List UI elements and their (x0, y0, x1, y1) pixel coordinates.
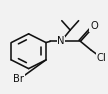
Text: Br: Br (13, 74, 24, 84)
Text: N: N (57, 36, 65, 46)
Text: Cl: Cl (97, 53, 106, 63)
Text: O: O (90, 21, 98, 31)
